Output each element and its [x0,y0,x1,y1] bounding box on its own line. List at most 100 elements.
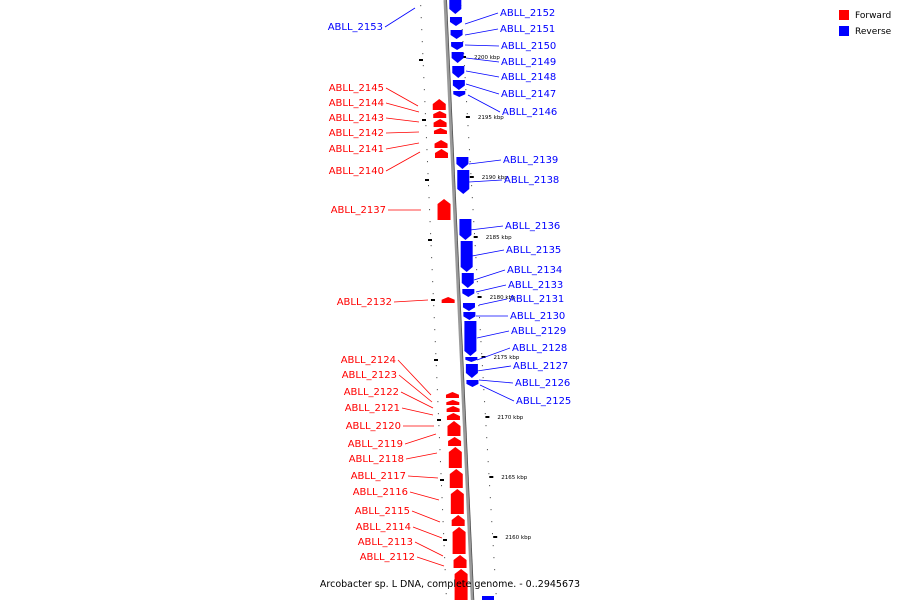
guide-dot [481,365,483,367]
reverse-gene-shape [450,30,463,39]
guide-dot [437,401,439,403]
forward-gene-shape [446,400,460,405]
guide-dot [421,29,423,31]
gene-label-text: ABLL_2145 [329,83,384,94]
scale-tick-label: 2200 kbp [474,55,500,61]
forward-gene-shape [452,527,466,554]
guide-dot [491,533,493,535]
guide-dot [428,197,430,199]
label-connector [385,142,420,150]
scale-tick-mark [465,116,470,118]
reverse-gene-shape [465,364,478,378]
gene-label-text: ABLL_2114 [356,522,411,533]
guide-dot [433,317,435,319]
forward-gene-abll-2122: ABLL_2122 [344,387,434,409]
scale-tick-mark-left [437,419,441,421]
guide-dot [471,197,473,199]
gene-label-text: ABLL_2120 [346,421,401,432]
label-connector [414,541,444,557]
gene-label-text: ABLL_2129 [511,326,566,337]
scale-tick-mark-left [443,539,447,541]
forward-gene-shape [437,199,451,220]
guide-dot [477,293,479,295]
gene-label-text: ABLL_2128 [512,343,567,354]
gene-label-text: ABLL_2115 [355,506,410,517]
label-connector [476,330,510,339]
label-connector [385,87,419,107]
forward-gene-shape [448,437,462,446]
guide-dot [424,101,426,103]
reverse-gene-shape [451,52,464,63]
scale-tick-label: 2185 kbp [486,235,512,241]
reverse-gene-shape [482,596,494,600]
reverse-gene-abll-2133: ABLL_2133 [475,280,563,293]
label-connector [385,102,420,113]
guide-dot [465,89,467,91]
guide-dot [475,257,477,259]
guide-dot [466,113,468,115]
guide-dot [482,377,484,379]
forward-gene-abll-2137: ABLL_2137 [331,205,421,216]
guide-dot [444,557,446,559]
label-connector [471,249,505,257]
guide-dot [463,65,465,67]
label-connector [479,384,515,402]
gene-label-text: ABLL_2125 [516,396,571,407]
guide-dot [431,269,433,271]
gene-label-text: ABLL_2139 [503,155,558,166]
reverse-gene-shape [463,312,476,320]
label-connector [411,510,441,523]
forward-gene-abll-2121: ABLL_2121 [345,403,434,416]
label-connector [393,299,429,303]
gene-label-text: ABLL_2119 [348,439,403,450]
label-connector [465,70,500,78]
gene-label-text: ABLL_2146 [502,107,557,118]
reverse-gene-shape [459,219,472,240]
reverse-gene-abll-2128: ABLL_2128 [476,343,567,361]
label-connector [467,94,501,113]
gene-label-text: ABLL_2150 [501,41,556,52]
guide-dot [480,341,482,343]
guide-dot [429,221,431,223]
scale-tick-label: 2170 kbp [497,415,523,421]
guide-dot [431,257,433,259]
guide-dot [437,413,439,415]
guide-dot [435,365,437,367]
label-connector [385,151,421,172]
guide-dot [442,521,444,523]
reverse-gene-shape [457,170,470,194]
gene-label-text: ABLL_2131 [509,294,564,305]
gene-label-text: ABLL_2134 [507,265,562,276]
label-connector [464,12,499,25]
guide-dot [490,509,492,511]
guide-dot [445,593,447,595]
gene-labels: ABLL_2153 ABLL_2152 ABLL_2151 ABLL_2150 ABLL… [328,7,571,567]
guide-dot [483,389,485,391]
reverse-gene-shape [452,66,465,78]
reverse-gene-abll-2135: ABLL_2135 [471,245,561,257]
scale-tick-mark [493,536,498,538]
reverse-gene-shape [452,80,465,90]
reverse-gene-abll-2138: ABLL_2138 [468,175,559,186]
gene-label-text: ABLL_2152 [500,8,555,19]
guide-dot [422,53,424,55]
guide-dot [486,437,488,439]
guide-dot [423,89,425,91]
guide-dot [468,137,470,139]
forward-gene-abll-2113: ABLL_2113 [358,537,444,557]
legend-forward-label: Forward [855,11,891,21]
label-connector [468,179,503,183]
label-connector [464,28,499,36]
guide-dot [495,593,497,595]
gene-label-text: ABLL_2136 [505,221,560,232]
gene-label-text: ABLL_2113 [358,537,413,548]
gene-label-text: ABLL_2143 [329,113,384,124]
gene-label-text: ABLL_2117 [351,471,406,482]
label-connector [476,365,512,372]
genome-backbone-edge [446,0,475,600]
reverse-gene-shape [465,357,478,362]
scale-tick-mark-left [428,239,432,241]
label-connector [473,269,506,281]
label-connector [404,433,437,445]
legend-reverse-label: Reverse [855,27,892,37]
